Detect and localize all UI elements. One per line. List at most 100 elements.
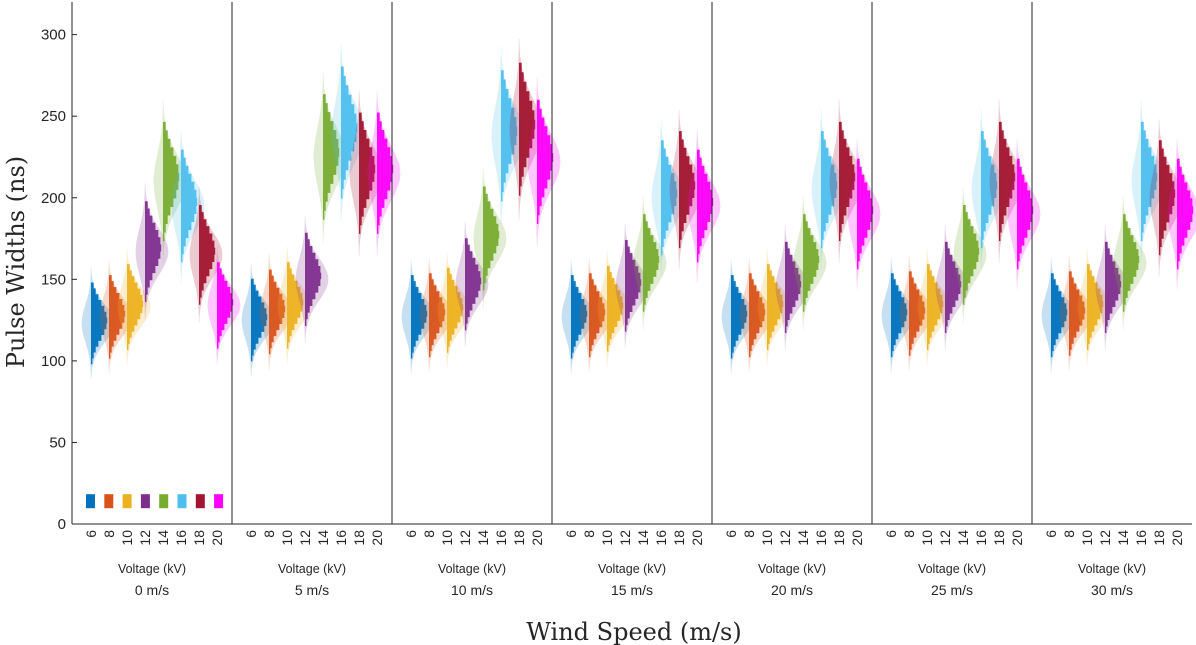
x-tick-label: 10 <box>279 530 295 546</box>
histogram-16kv <box>981 131 998 249</box>
histogram-12kv <box>1105 241 1122 333</box>
histogram-20kv <box>857 158 874 270</box>
panel-voltage-label: Voltage (kV) <box>598 562 666 576</box>
histogram-10kv <box>447 267 464 353</box>
histogram-18kv <box>199 205 216 305</box>
histogram-14kv <box>483 186 500 291</box>
x-tick-label: 12 <box>137 530 153 546</box>
histogram-16kv <box>501 70 518 202</box>
x-tick-label: 20 <box>369 530 385 546</box>
x-tick-label: 20 <box>1169 530 1185 546</box>
histogram-20kv <box>537 99 554 224</box>
histogram-6kv <box>411 275 428 359</box>
histogram-8kv <box>109 275 126 359</box>
x-tick-label: 6 <box>1043 530 1059 538</box>
x-tick-label: 14 <box>635 530 651 546</box>
x-tick-label: 14 <box>955 530 971 546</box>
panel-voltage-label: Voltage (kV) <box>278 562 346 576</box>
x-tick-label: 10 <box>439 530 455 546</box>
x-tick-label: 14 <box>475 530 491 546</box>
x-tick-label: 10 <box>119 530 135 546</box>
x-tick-label: 14 <box>1115 530 1131 546</box>
histogram-6kv <box>251 278 268 362</box>
panel-wind-label: 30 m/s <box>1091 582 1133 598</box>
x-tick-label: 8 <box>741 530 757 538</box>
x-tick-label: 16 <box>333 530 349 546</box>
histogram-10kv <box>287 262 304 349</box>
x-tick-label: 18 <box>1151 530 1167 546</box>
histogram-10kv <box>767 264 784 350</box>
histogram-8kv <box>589 273 606 358</box>
x-tick-label: 18 <box>191 530 207 546</box>
x-tick-label: 20 <box>849 530 865 546</box>
histogram-12kv <box>625 240 642 332</box>
histogram-18kv <box>519 62 536 196</box>
legend-swatch-8kv <box>104 494 114 509</box>
panel-voltage-label: Voltage (kV) <box>918 562 986 576</box>
panel-6: 6 8 10 12 14 16 18 20 Voltage (kV) 30 m/s <box>1031 2 1196 598</box>
panel-wind-label: 0 m/s <box>135 582 169 598</box>
panel-5: 6 8 10 12 14 16 18 20 Voltage (kV) 25 m/s <box>871 2 1041 598</box>
histogram-6kv <box>571 275 588 359</box>
histogram-14kv <box>323 94 340 220</box>
x-tick-label: 20 <box>529 530 545 546</box>
panel-wind-label: 5 m/s <box>295 582 329 598</box>
histogram-12kv <box>145 201 162 302</box>
x-tick-label: 10 <box>919 530 935 546</box>
x-tick-label: 16 <box>653 530 669 546</box>
histogram-18kv <box>679 131 696 249</box>
x-tick-label: 6 <box>563 530 579 538</box>
panel-wind-label: 10 m/s <box>451 582 493 598</box>
x-tick-label: 18 <box>671 530 687 546</box>
histogram-12kv <box>945 241 962 333</box>
x-tick-label: 10 <box>759 530 775 546</box>
histogram-12kv <box>305 232 322 326</box>
x-tick-label: 12 <box>1097 530 1113 546</box>
histogram-8kv <box>429 273 446 358</box>
x-tick-label: 16 <box>493 530 509 546</box>
x-tick-label: 8 <box>421 530 437 538</box>
x-tick-label: 6 <box>883 530 899 538</box>
panel-wind-label: 25 m/s <box>931 582 973 598</box>
x-tick-label: 8 <box>1061 530 1077 538</box>
x-tick-label: 8 <box>901 530 917 538</box>
histogram-14kv <box>1123 214 1140 312</box>
y-tick-label: 200 <box>41 190 66 207</box>
histogram-20kv <box>1177 158 1194 270</box>
histogram-20kv <box>377 112 394 234</box>
x-tick-label: 16 <box>1133 530 1149 546</box>
x-tick-label: 8 <box>261 530 277 538</box>
histogram-12kv <box>465 238 482 331</box>
x-tick-label: 10 <box>1079 530 1095 546</box>
x-tick-label: 16 <box>813 530 829 546</box>
histogram-10kv <box>1087 264 1104 350</box>
x-tick-label: 6 <box>83 530 99 538</box>
histogram-18kv <box>359 112 376 234</box>
x-tick-label: 16 <box>973 530 989 546</box>
x-tick-label: 14 <box>155 530 171 546</box>
legend-swatch-20kv <box>214 494 224 509</box>
histogram-20kv <box>1017 158 1034 270</box>
x-tick-label: 8 <box>101 530 117 538</box>
histogram-14kv <box>963 205 980 305</box>
histogram-10kv <box>927 264 944 350</box>
histogram-12kv <box>785 241 802 333</box>
y-tick-label: 250 <box>41 108 66 125</box>
x-tick-label: 12 <box>777 530 793 546</box>
histogram-20kv <box>217 262 234 349</box>
legend-swatch-6kv <box>86 494 95 509</box>
histogram-18kv <box>999 121 1016 241</box>
panel-0: 6 8 10 12 14 16 18 20 Voltage (kV) 0 m/s <box>72 100 241 598</box>
legend-swatch-16kv <box>177 494 187 509</box>
x-tick-label: 12 <box>297 530 313 546</box>
histogram-6kv <box>731 275 748 359</box>
legend-swatch-14kv <box>159 494 169 509</box>
x-tick-label: 12 <box>937 530 953 546</box>
histogram-8kv <box>749 273 766 358</box>
x-tick-label: 20 <box>1009 530 1025 546</box>
legend-swatch-10kv <box>122 494 132 509</box>
x-tick-label: 6 <box>243 530 259 538</box>
panel-voltage-label: Voltage (kV) <box>438 562 506 576</box>
histogram-10kv <box>607 265 624 352</box>
